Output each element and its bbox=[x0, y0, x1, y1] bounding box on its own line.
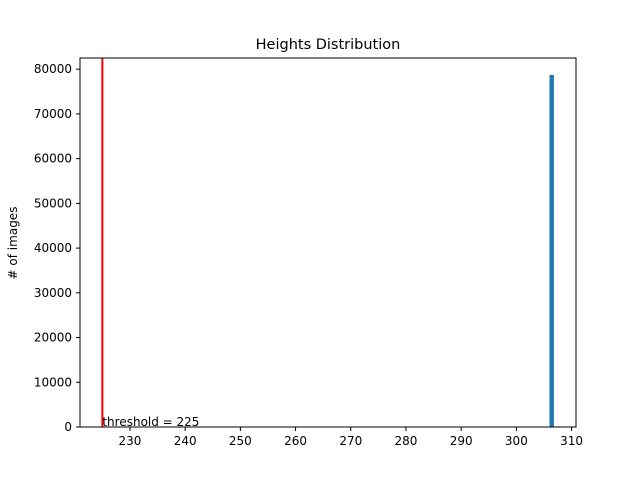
x-tick-label: 270 bbox=[339, 434, 362, 448]
threshold-label: threshold = 225 bbox=[102, 415, 199, 429]
y-tick-label: 10000 bbox=[34, 375, 72, 389]
x-tick-label: 280 bbox=[395, 434, 418, 448]
x-tick-label: 300 bbox=[505, 434, 528, 448]
y-tick-label: 60000 bbox=[34, 152, 72, 166]
x-tick-label: 250 bbox=[229, 434, 252, 448]
y-tick-label: 70000 bbox=[34, 107, 72, 121]
x-tick-label: 240 bbox=[174, 434, 197, 448]
threshold-layer: threshold = 225 bbox=[101, 58, 199, 429]
y-tick-label: 50000 bbox=[34, 196, 72, 210]
chart-title: Heights Distribution bbox=[256, 37, 401, 53]
bars-layer bbox=[549, 74, 554, 427]
y-tick-label: 80000 bbox=[34, 62, 72, 76]
x-axis-ticks: 230 240 250 260 270 280 290 300 310 bbox=[119, 427, 583, 448]
y-tick-label: 30000 bbox=[34, 286, 72, 300]
x-tick-label: 230 bbox=[119, 434, 142, 448]
histogram-bar bbox=[549, 74, 554, 427]
y-axis-ticks: 0 10000 20000 30000 40000 50000 60000 70000 8000… bbox=[34, 62, 80, 434]
x-tick-label: 290 bbox=[450, 434, 473, 448]
y-axis-label: # of images bbox=[6, 207, 20, 280]
y-tick-label: 0 bbox=[64, 420, 72, 434]
y-tick-label: 20000 bbox=[34, 331, 72, 345]
x-tick-label: 310 bbox=[560, 434, 583, 448]
y-tick-label: 40000 bbox=[34, 241, 72, 255]
x-tick-label: 260 bbox=[284, 434, 307, 448]
plot-frame bbox=[79, 57, 577, 428]
